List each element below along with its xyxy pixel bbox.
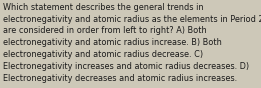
Text: Electronegativity increases and atomic radius decreases. D): Electronegativity increases and atomic r… — [3, 62, 249, 71]
Text: are considered in order from left to right? A) Both: are considered in order from left to rig… — [3, 26, 207, 35]
Text: electronegativity and atomic radius increase. B) Both: electronegativity and atomic radius incr… — [3, 38, 222, 47]
Text: Which statement describes the general trends in: Which statement describes the general tr… — [3, 3, 204, 12]
Text: electronegativity and atomic radius decrease. C): electronegativity and atomic radius decr… — [3, 50, 203, 59]
Text: electronegativity and atomic radius as the elements in Period 2: electronegativity and atomic radius as t… — [3, 15, 261, 23]
Text: Electronegativity decreases and atomic radius increases.: Electronegativity decreases and atomic r… — [3, 74, 237, 83]
